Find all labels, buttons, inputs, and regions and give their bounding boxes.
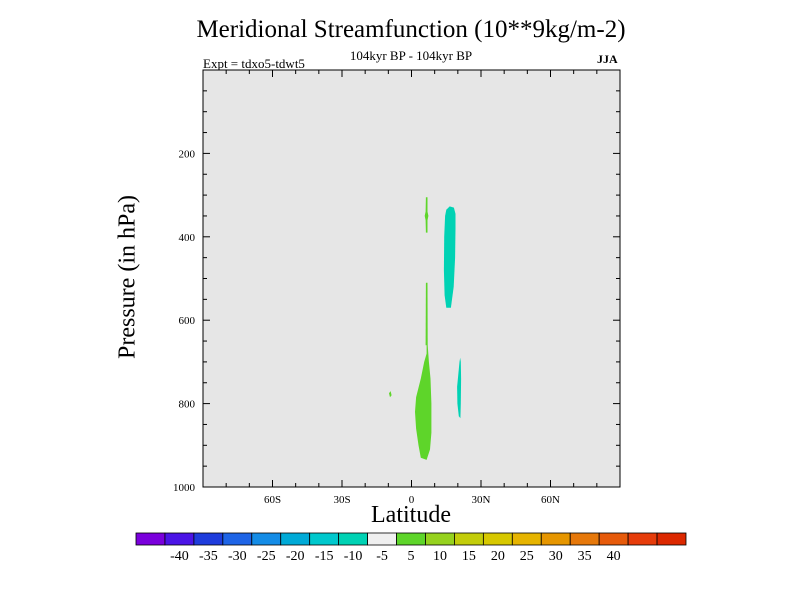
colorbar-swatch — [367, 532, 397, 546]
contour-region — [457, 357, 462, 419]
contour-region — [424, 197, 429, 233]
colorbar-swatch — [511, 532, 542, 546]
colorbar-swatch — [627, 532, 658, 546]
y-tick-label: 200 — [179, 148, 196, 160]
colorbar-swatch — [309, 532, 340, 546]
colorbar-label: -30 — [228, 549, 247, 564]
colorbar-swatch — [280, 532, 311, 546]
colorbar-label: 25 — [520, 549, 534, 564]
chart-title: Meridional Streamfunction (10**9kg/m-2) — [196, 16, 626, 43]
colorbar-swatch — [540, 532, 571, 546]
colorbar-swatch — [164, 532, 195, 546]
experiment-label: Expt = tdxo5-tdwt5 — [203, 56, 305, 71]
colorbar-swatch — [425, 532, 455, 546]
colorbar-label: 5 — [408, 549, 415, 564]
colorbar-label: 30 — [549, 549, 563, 564]
colorbar-swatch — [598, 532, 629, 546]
x-tick-label: 30N — [472, 494, 491, 506]
plot-area — [203, 70, 620, 487]
chart-subtitle: 104kyr BP - 104kyr BP — [349, 48, 473, 63]
contour-region — [389, 391, 392, 398]
colorbar-swatch — [396, 532, 426, 546]
colorbar-label: -15 — [315, 549, 334, 564]
colorbar-swatch — [656, 532, 687, 546]
plot-background — [203, 70, 620, 487]
x-axis-label: Latitude — [371, 502, 451, 528]
colorbar-label: -5 — [376, 549, 388, 564]
colorbar-label: -25 — [257, 549, 276, 564]
colorbar-label: 15 — [462, 549, 476, 564]
colorbar-label: -20 — [286, 549, 305, 564]
x-tick-label: 60N — [541, 494, 560, 506]
colorbar-label: 10 — [433, 549, 447, 564]
colorbar-swatch — [454, 532, 484, 546]
colorbar: -40 -35 -30 -25 -20 -15 -10 -5 5 10 15 20 25 30 35 40 — [135, 532, 687, 564]
contour-region — [425, 282, 428, 346]
colorbar-label: -10 — [344, 549, 363, 564]
colorbar-label: 20 — [491, 549, 505, 564]
x-tick-label: 0 — [409, 494, 415, 506]
colorbar-swatch — [251, 532, 282, 546]
colorbar-swatch — [193, 532, 224, 546]
contour-region — [443, 206, 456, 308]
colorbar-label: 35 — [578, 549, 592, 564]
colorbar-swatch — [569, 532, 600, 546]
y-tick-label: 600 — [179, 315, 196, 327]
contour-region — [415, 341, 432, 460]
season-label: JJA — [597, 52, 618, 66]
axes: 200 400 600 800 1000 60S 30S 0 30N 60N — [173, 69, 621, 506]
y-tick-label: 400 — [179, 232, 196, 244]
colorbar-swatch — [135, 532, 166, 546]
y-tick-label: 800 — [179, 399, 196, 411]
colorbar-label: -35 — [199, 549, 218, 564]
colorbar-swatch — [222, 532, 253, 546]
y-tick-label: 1000 — [173, 482, 196, 494]
colorbar-label: -40 — [170, 549, 189, 564]
colorbar-swatch — [482, 532, 513, 546]
colorbar-swatch — [338, 532, 368, 546]
x-tick-label: 30S — [333, 494, 350, 506]
colorbar-label: 40 — [607, 549, 621, 564]
x-tick-label: 60S — [264, 494, 281, 506]
